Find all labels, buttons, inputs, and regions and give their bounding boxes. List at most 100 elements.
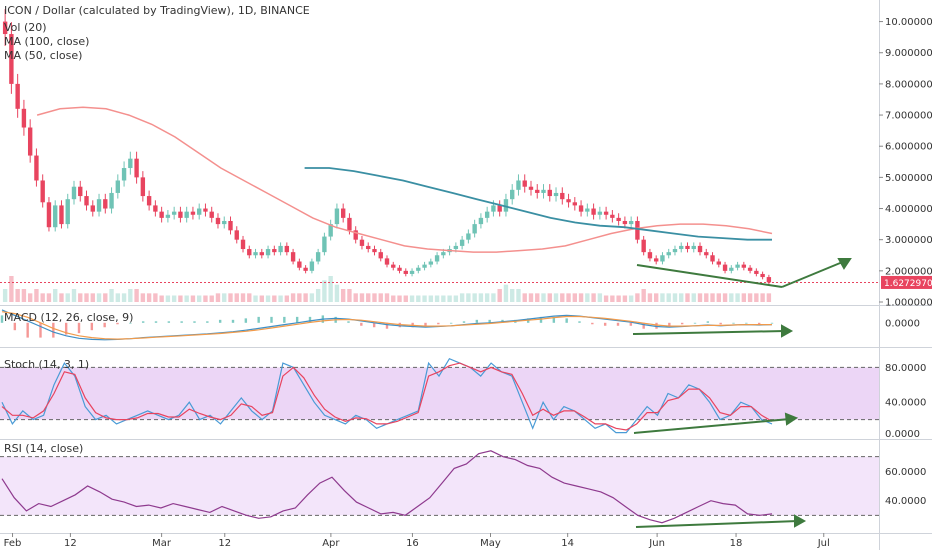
macd-histogram-bar — [167, 321, 171, 323]
candle-body — [353, 230, 358, 240]
volume-bar — [372, 293, 377, 302]
volume-bar — [328, 276, 333, 302]
volume-bar — [109, 289, 114, 302]
volume-bar — [222, 293, 227, 302]
volume-bar — [78, 293, 83, 302]
macd-histogram-bar — [732, 322, 735, 324]
volume-bar — [53, 289, 58, 302]
volume-bar — [353, 293, 358, 302]
candle-body — [710, 255, 715, 262]
volume-bar — [71, 289, 77, 302]
candle-body — [203, 208, 208, 212]
legend-ma100[interactable]: MA (100, close) — [4, 35, 89, 48]
volume-bar — [710, 293, 715, 302]
candle-body — [472, 224, 477, 234]
volume-bar — [96, 293, 102, 302]
candle-body — [741, 264, 747, 268]
time-scale[interactable]: Feb 12 Mar 12 Apr 16 May 14 Jun 18 Jul — [4, 533, 830, 549]
candle-body — [697, 245, 703, 253]
candle-body — [547, 189, 552, 197]
symbol-title[interactable]: ICON / Dollar (calculated by TradingView… — [4, 4, 310, 17]
candle-body — [178, 211, 183, 218]
candle-body — [209, 211, 214, 218]
legend-stoch[interactable]: Stoch (14, 3, 1) — [4, 358, 89, 371]
candle-body — [128, 158, 133, 169]
candle-body — [315, 252, 321, 262]
volume-bar — [503, 284, 509, 302]
volume-bar — [547, 293, 552, 302]
macd-histogram-bar — [488, 319, 491, 323]
candle-body — [685, 245, 690, 250]
legend-rsi[interactable]: RSI (14, close) — [4, 442, 83, 455]
time-tick-label: 18 — [730, 538, 743, 549]
time-tick-label: Mar — [152, 538, 172, 549]
candle-body — [71, 186, 77, 200]
candle-body — [484, 211, 490, 218]
macd-histogram-bar — [603, 322, 607, 326]
macd-histogram-bar — [154, 321, 158, 323]
macd-histogram-bar — [655, 322, 658, 329]
volume-bar — [391, 295, 396, 302]
annotation-arrows[interactable] — [632, 258, 852, 528]
candle-body — [635, 220, 640, 240]
macd-histogram-bar — [90, 322, 94, 331]
legend-ma50[interactable]: MA (50, close) — [4, 49, 82, 62]
candle-body — [603, 211, 609, 215]
volume-bar — [315, 289, 321, 302]
candle-body — [516, 180, 521, 190]
volume-bar — [21, 289, 27, 302]
volume-bar — [510, 289, 515, 302]
macd-histogram-bar — [26, 322, 29, 338]
stoch-arrow-head — [784, 412, 799, 426]
candle-body — [466, 233, 471, 240]
volume-bar — [247, 293, 252, 302]
stoch-d-line — [1, 362, 773, 431]
candle-body — [290, 252, 296, 262]
legend-macd[interactable]: MACD (12, 26, close, 9) — [4, 311, 133, 324]
volume-bar — [65, 293, 70, 302]
volume-bar — [528, 293, 534, 302]
volume-bar — [403, 295, 408, 302]
price-breakout-arrow — [781, 260, 846, 288]
legend-volume[interactable]: Vol (20) — [4, 21, 47, 34]
candle-body — [265, 249, 271, 256]
candle-body — [121, 168, 127, 181]
candle-body — [27, 127, 33, 156]
candle-body — [660, 255, 665, 262]
candle-body — [522, 180, 527, 187]
candle-body — [253, 252, 258, 256]
time-tick-label: Feb — [4, 538, 22, 549]
volume-bar — [265, 295, 271, 302]
candle-body — [416, 267, 421, 271]
candle-body — [171, 211, 177, 215]
macd-histogram-bar — [449, 322, 453, 324]
time-tick-label: 16 — [406, 538, 419, 549]
volume-bar — [553, 293, 559, 302]
volume-bar — [428, 295, 434, 302]
macd-histogram-bar — [424, 322, 427, 328]
volume-bar — [171, 295, 177, 302]
candle-body — [735, 264, 740, 268]
stoch-tick-label: 40.0000 — [885, 398, 926, 409]
volume-bar — [153, 293, 158, 302]
candle-body — [96, 199, 102, 212]
candle-body — [591, 208, 596, 215]
macd-histogram-bar — [129, 322, 132, 324]
volume-bar — [747, 293, 753, 302]
candle-body — [679, 245, 684, 250]
volume-bar — [240, 293, 246, 302]
volume-bar — [209, 295, 214, 302]
volume-bar — [560, 293, 565, 302]
volume-bar — [647, 293, 653, 302]
candle-body — [403, 270, 408, 274]
volume-bar — [253, 295, 258, 302]
macd-histogram-bar — [578, 321, 581, 323]
macd-histogram-bar — [629, 322, 633, 326]
